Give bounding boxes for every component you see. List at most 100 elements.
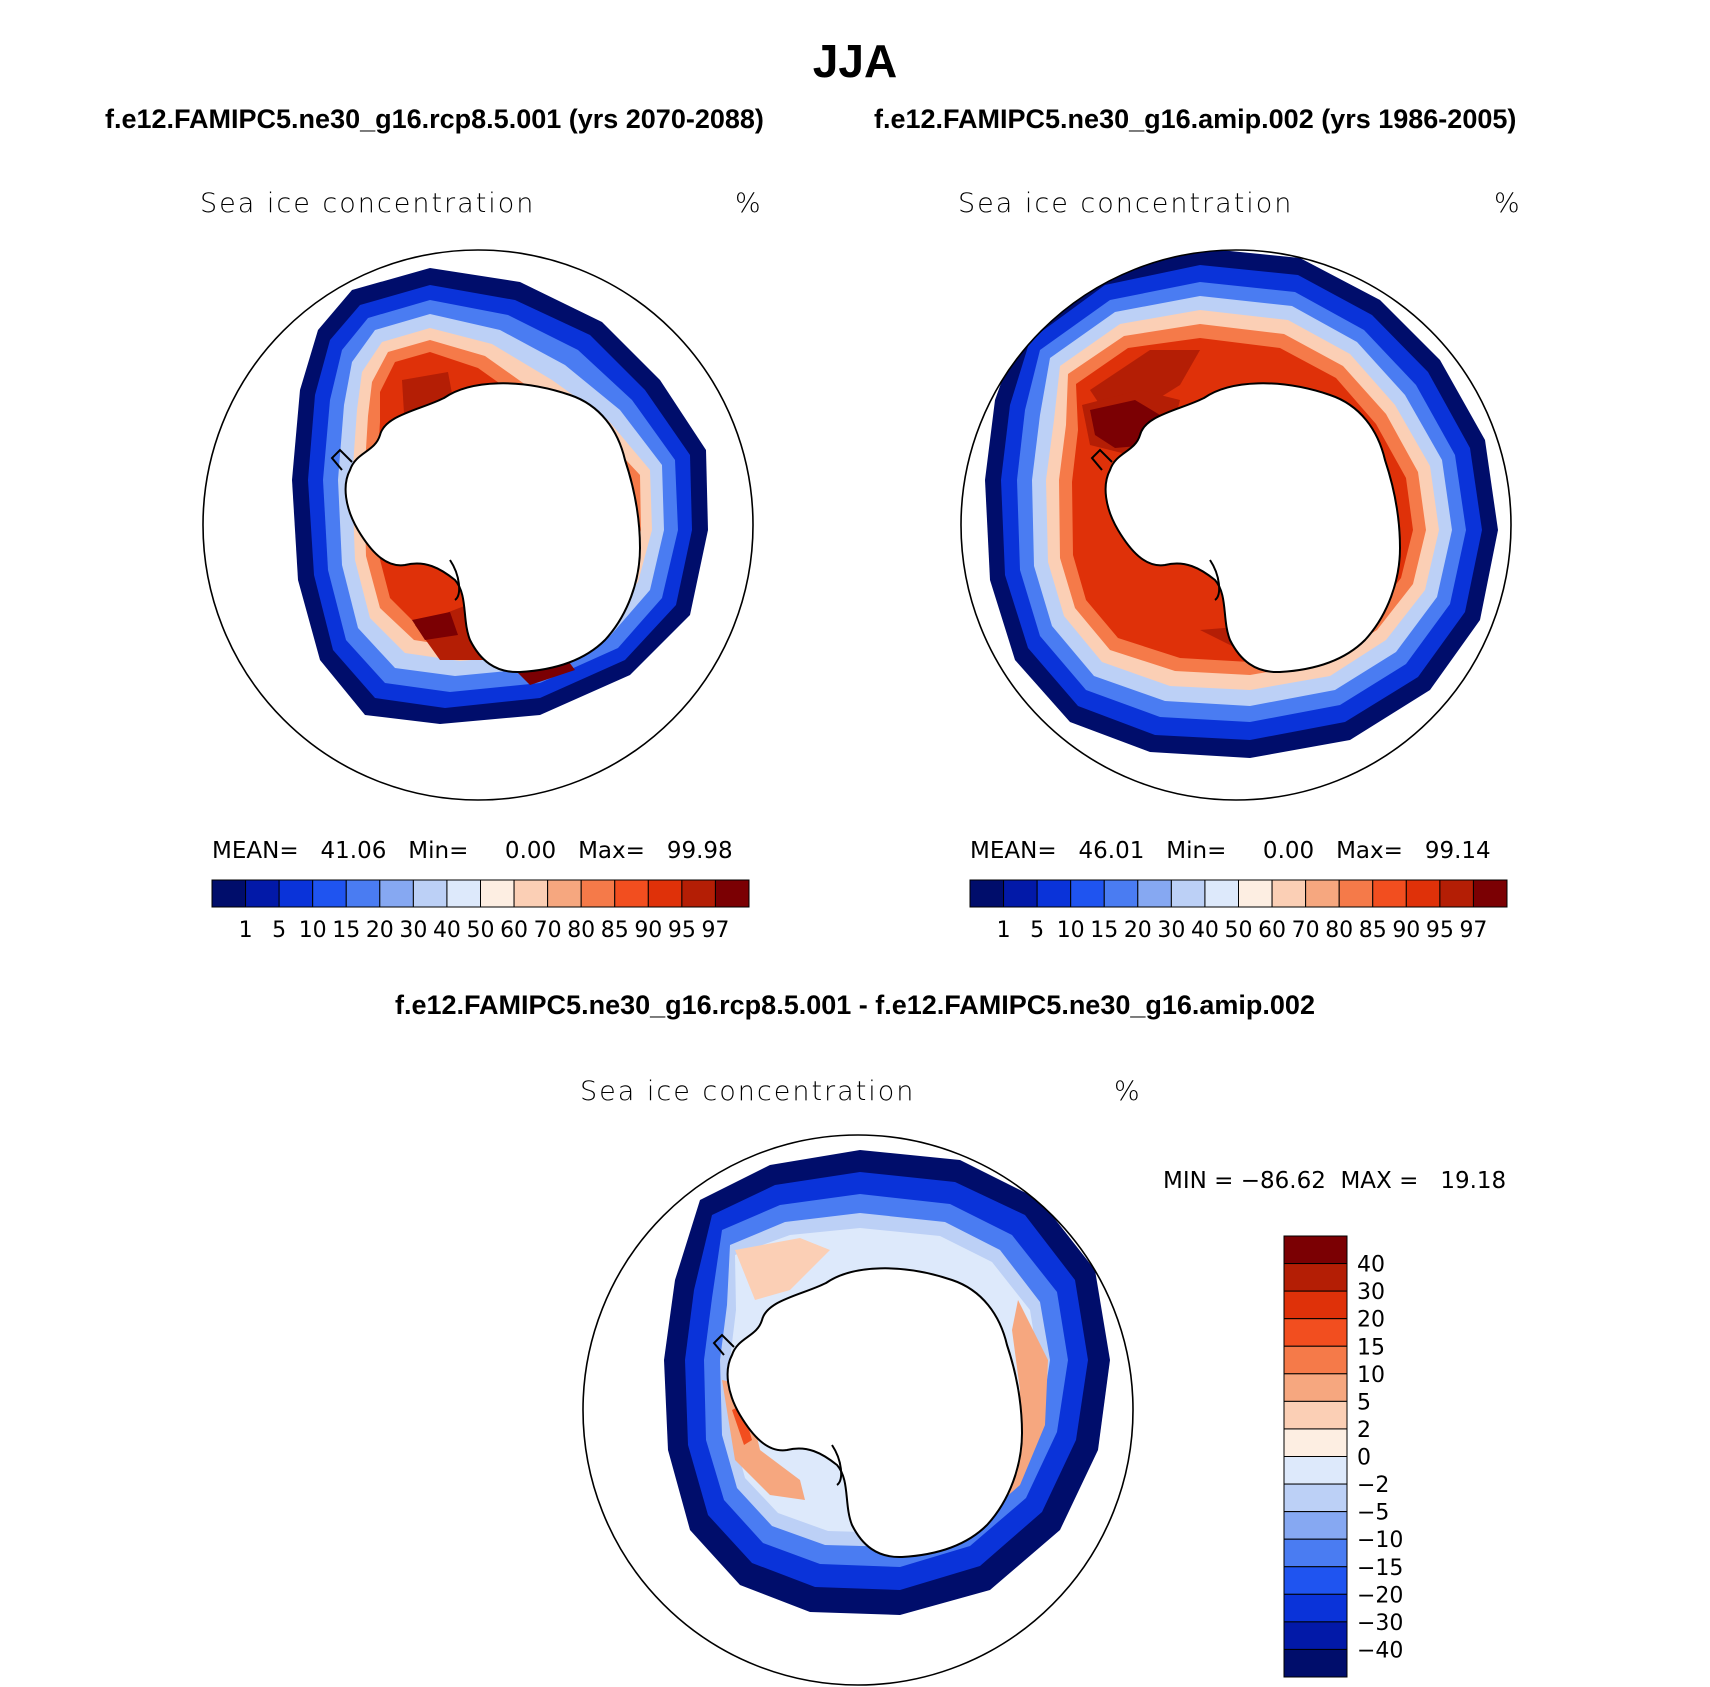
panel3-colorbar-tick-label: −10 <box>1357 1528 1403 1553</box>
panel2-colorbar-tick-label: 90 <box>1392 918 1420 943</box>
panel1-colorbar-tick-label: 30 <box>399 918 427 943</box>
panel1-colorbar-swatch <box>714 879 750 908</box>
panel2-colorbar-tick-label: 10 <box>1057 918 1085 943</box>
panel2-colorbar-tick-label: 40 <box>1191 918 1219 943</box>
panel3-colorbar-tick-label: 40 <box>1357 1253 1385 1278</box>
panel1-colorbar-tick-label: 50 <box>467 918 495 943</box>
panel3-colorbar-swatch <box>1283 1263 1348 1292</box>
panel2-colorbar-swatch <box>1271 879 1307 908</box>
panel1-map <box>202 249 754 801</box>
panel3-colorbar-swatch <box>1283 1483 1348 1513</box>
case2-title: f.e12.FAMIPC5.ne30_g16.amip.002 (yrs 198… <box>874 104 1517 134</box>
panel3-colorbar-tick-label: 2 <box>1357 1418 1371 1443</box>
panel3-colorbar-swatch <box>1283 1428 1348 1457</box>
panel2-colorbar-swatch <box>1439 879 1474 908</box>
panel2-colorbar-tick-label: 1 <box>997 918 1011 943</box>
panel1-colorbar-tick-label: 60 <box>500 918 528 943</box>
panel3-colorbar-tick-label: 20 <box>1357 1308 1385 1333</box>
panel3-colorbar-swatch <box>1283 1400 1348 1430</box>
panel1-colorbar-swatch <box>681 879 716 908</box>
panel3-colorbar-tick-label: −20 <box>1357 1583 1403 1608</box>
figure-title: JJA <box>812 35 898 87</box>
panel3-map-boundary <box>582 1134 1134 1686</box>
panel3-colorbar-tick-label: 0 <box>1357 1446 1371 1471</box>
panel1-colorbar-swatch <box>345 879 381 908</box>
panel3-colorbar-swatch <box>1283 1648 1348 1678</box>
panel1-colorbar-tick-label: 5 <box>272 918 286 943</box>
panel1-colorbar-tick-label: 85 <box>601 918 629 943</box>
panel3-colorbar-swatch <box>1283 1538 1348 1568</box>
panel2-colorbar-swatch <box>1170 879 1206 908</box>
panel3-colorbar-swatch <box>1283 1373 1348 1402</box>
panel1-colorbar-swatch <box>412 879 448 908</box>
panel3-colorbar-tick-label: −2 <box>1357 1473 1389 1498</box>
panel3-colorbar-swatch <box>1283 1566 1348 1595</box>
panel2-colorbar-swatch <box>969 879 1005 908</box>
panel2-colorbar-swatch <box>1003 879 1038 908</box>
panel3-variable-label: Sea ice concentration <box>580 1076 916 1107</box>
panel2-colorbar-tick-label: 15 <box>1090 918 1118 943</box>
panel2-stats: MEAN= 46.01 Min= 0.00 Max= 99.14 <box>970 838 1491 864</box>
panel1-colorbar-swatch <box>513 879 549 908</box>
panel1-variable-label: Sea ice concentration <box>200 188 536 219</box>
panel2-colorbar-swatch <box>1070 879 1105 908</box>
panel1-colorbar-swatch <box>211 879 247 908</box>
panel3-units-label: % <box>1114 1076 1142 1107</box>
panel3-colorbar-tick-label: 5 <box>1357 1390 1371 1415</box>
panel3-map <box>582 1134 1134 1686</box>
panel1-colorbar-tick-label: 20 <box>366 918 394 943</box>
panel2-map-boundary <box>960 249 1512 801</box>
panel3-colorbar-swatch <box>1283 1345 1348 1375</box>
panel1-colorbar-swatch <box>647 879 683 908</box>
panel3-colorbar-tick-label: 30 <box>1357 1280 1385 1305</box>
panel2-variable-label: Sea ice concentration <box>958 188 1294 219</box>
panel2-colorbar-swatch <box>1338 879 1374 908</box>
panel2-colorbar-swatch <box>1238 879 1273 908</box>
panel3-colorbar-swatch <box>1283 1456 1348 1485</box>
panel1-colorbar-swatch <box>245 879 280 908</box>
panel1-colorbar-tick-label: 95 <box>668 918 696 943</box>
panel3-colorbar-tick-label: 15 <box>1357 1335 1385 1360</box>
panel1-stats: MEAN= 41.06 Min= 0.00 Max= 99.98 <box>212 838 733 864</box>
panel1-map-boundary <box>202 249 754 801</box>
panel1-colorbar-swatch <box>312 879 347 908</box>
panel2-map <box>960 249 1512 801</box>
panel2-colorbar-swatch <box>1137 879 1172 908</box>
case1-title: f.e12.FAMIPC5.ne30_g16.rcp8.5.001 (yrs 2… <box>105 104 764 134</box>
panel3-colorbar-tick-label: 10 <box>1357 1363 1385 1388</box>
panel1-colorbar-swatch <box>547 879 582 908</box>
panel3-colorbar-swatch <box>1283 1511 1348 1540</box>
panel3-colorbar-tick-label: −30 <box>1357 1611 1403 1636</box>
panel2-colorbar: 1 5 10 15 20 30 40 50 60 70 80 85 90 95 97 <box>969 879 1508 943</box>
panel1-colorbar-tick-label: 80 <box>567 918 595 943</box>
panel2-colorbar-tick-label: 97 <box>1459 918 1487 943</box>
panel2-colorbar-swatch <box>1103 879 1139 908</box>
panel2-colorbar-tick-label: 60 <box>1258 918 1286 943</box>
panel2-colorbar-tick-label: 80 <box>1325 918 1353 943</box>
panel1-colorbar-swatch <box>446 879 481 908</box>
panel2-colorbar-tick-label: 20 <box>1124 918 1152 943</box>
panel3-colorbar-tick-label: −15 <box>1357 1556 1403 1581</box>
panel1-colorbar-tick-label: 15 <box>332 918 360 943</box>
panel1-colorbar-swatch <box>614 879 649 908</box>
panel1-colorbar-swatch <box>580 879 616 908</box>
panel2-colorbar-tick-label: 95 <box>1426 918 1454 943</box>
panel3-colorbar-swatch <box>1283 1593 1348 1623</box>
panel3-colorbar-swatch <box>1283 1235 1348 1265</box>
panel1-colorbar-tick-label: 70 <box>534 918 562 943</box>
panel3-colorbar-swatch <box>1283 1621 1348 1650</box>
panel1-antarctica-land <box>344 382 642 674</box>
panel1-colorbar: 1 5 10 15 20 30 40 50 60 70 80 85 90 95 97 <box>211 879 750 943</box>
panel1-colorbar-tick-label: 97 <box>701 918 729 943</box>
panel1-colorbar-tick-label: 40 <box>433 918 461 943</box>
panel2-colorbar-swatch <box>1472 879 1508 908</box>
panel2-colorbar-swatch <box>1036 879 1072 908</box>
panel2-colorbar-swatch <box>1305 879 1340 908</box>
panel1-units-label: % <box>735 188 763 219</box>
panel2-colorbar-tick-label: 5 <box>1030 918 1044 943</box>
panel1-colorbar-tick-label: 90 <box>634 918 662 943</box>
panel2-colorbar-swatch <box>1204 879 1239 908</box>
panel2-colorbar-tick-label: 30 <box>1157 918 1185 943</box>
